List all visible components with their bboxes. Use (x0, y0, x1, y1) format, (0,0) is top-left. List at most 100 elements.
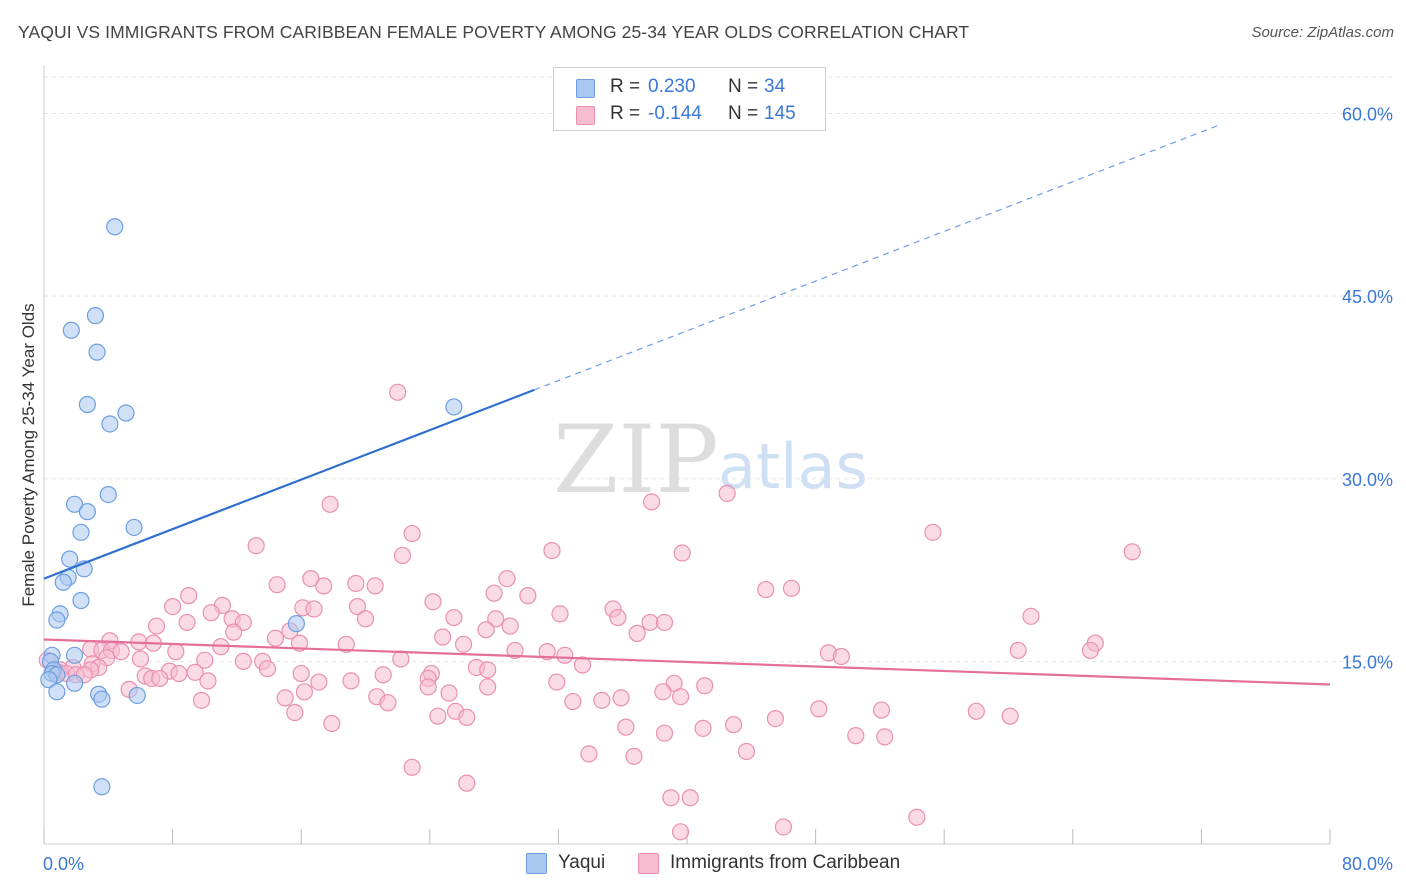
y-axis-label: Female Poverty Among 25-34 Year Olds (19, 303, 38, 606)
yaqui-point (65, 646, 84, 664)
caribbean-point (348, 597, 367, 616)
caribbean-point (625, 747, 643, 765)
yaqui-point (62, 321, 80, 339)
caribbean-point (167, 643, 185, 661)
caribbean-point (671, 688, 690, 706)
caribbean-point (347, 574, 365, 593)
stats-legend: R = 0.230 N = 34 R = -0.144 N = 145 (553, 67, 826, 131)
caribbean-point (290, 634, 309, 652)
yaqui-point (117, 404, 135, 422)
caribbean-point (202, 604, 220, 622)
caribbean-point (908, 808, 926, 826)
yaqui-point (72, 523, 90, 541)
caribbean-point (268, 576, 286, 594)
caribbean-point (551, 605, 569, 623)
y-tick-labels: 15.0% 30.0% 45.0% 60.0% (1342, 105, 1393, 673)
caribbean-point (186, 663, 204, 681)
source-credit: Source: ZipAtlas.com (1251, 24, 1394, 41)
legend-r-value: -0.144 (648, 103, 702, 124)
caribbean-trend-line (43, 638, 1331, 686)
caribbean-point (519, 587, 537, 605)
caribbean-point (366, 577, 384, 595)
y-tick-label: 30.0% (1342, 470, 1393, 490)
yaqui-point (72, 591, 90, 610)
caribbean-point (315, 577, 333, 595)
caribbean-point (696, 677, 714, 695)
yaqui-point (445, 398, 463, 416)
caribbean-point (501, 617, 519, 635)
caribbean-point (654, 683, 672, 701)
yaqui-point (78, 503, 97, 521)
caribbean-point (609, 608, 627, 627)
caribbean-point (1009, 641, 1027, 660)
caribbean-point (498, 569, 516, 588)
caribbean-point (479, 661, 497, 679)
caribbean-point (543, 541, 561, 560)
legend-r-label: R = (610, 76, 641, 97)
caribbean-point (192, 691, 211, 709)
x-axis-max-label: 80.0% (1342, 854, 1393, 874)
caribbean-point (593, 691, 611, 709)
caribbean-point (247, 537, 265, 555)
caribbean-point (374, 666, 392, 684)
yaqui-point (287, 615, 305, 633)
caribbean-point (548, 673, 566, 691)
yaqui-trend-extension (534, 125, 1218, 391)
caribbean-point (628, 624, 646, 642)
caribbean-point (1001, 707, 1019, 725)
caribbean-point (617, 718, 635, 736)
caribbean-point (757, 580, 775, 599)
caribbean-point (403, 524, 421, 543)
caribbean-point (393, 546, 412, 565)
legend-r-value: 0.230 (648, 76, 696, 97)
caribbean-point (342, 672, 360, 690)
caribbean-point (662, 789, 680, 807)
caribbean-point (305, 600, 323, 618)
caribbean-point (196, 651, 214, 669)
caribbean-point (655, 724, 674, 742)
caribbean-point (485, 584, 503, 602)
caribbean-point (673, 544, 691, 562)
caribbean-point (389, 383, 407, 401)
chart-title: YAQUI VS IMMIGRANTS FROM CARIBBEAN FEMAL… (18, 22, 970, 42)
caribbean-point (276, 689, 294, 707)
caribbean-point (967, 702, 985, 720)
caribbean-point (641, 613, 659, 632)
caribbean-point (573, 656, 592, 674)
caribbean-point (487, 610, 505, 628)
watermark-atlas: atlas (718, 430, 868, 503)
yaqui-point (125, 518, 143, 537)
yaqui-point (40, 671, 58, 689)
legend-n-value: 145 (764, 103, 796, 124)
caribbean-point (681, 789, 699, 807)
yaqui-point (48, 683, 66, 701)
caribbean-point (872, 701, 891, 719)
series-name-caribbean: Immigrants from Caribbean (670, 852, 901, 873)
caribbean-point (924, 523, 942, 541)
caribbean-point (810, 700, 828, 718)
caribbean-point (403, 758, 421, 776)
caribbean-point (323, 714, 341, 733)
y-tick-label: 45.0% (1342, 287, 1393, 307)
yaqui-point (65, 495, 84, 513)
legend-n-label: N = (728, 103, 759, 124)
yaqui-point (48, 611, 66, 629)
caribbean-point (170, 664, 188, 683)
caribbean-point (292, 664, 310, 683)
caribbean-point (580, 745, 598, 763)
caribbean-point (458, 708, 476, 726)
caribbean-point (392, 650, 410, 668)
caribbean-point (694, 719, 712, 737)
caribbean-point (178, 613, 196, 632)
series-swatch-yaqui (526, 853, 547, 874)
yaqui-point (128, 686, 146, 705)
zipatlas-watermark: ZIP atlas (553, 406, 868, 515)
caribbean-point (434, 628, 452, 646)
caribbean-point (147, 617, 166, 635)
caribbean-point (847, 727, 865, 745)
legend-n-label: N = (728, 76, 759, 97)
caribbean-point (506, 641, 524, 660)
series-name-yaqui: Yaqui (558, 852, 606, 873)
caribbean-point (671, 823, 690, 841)
